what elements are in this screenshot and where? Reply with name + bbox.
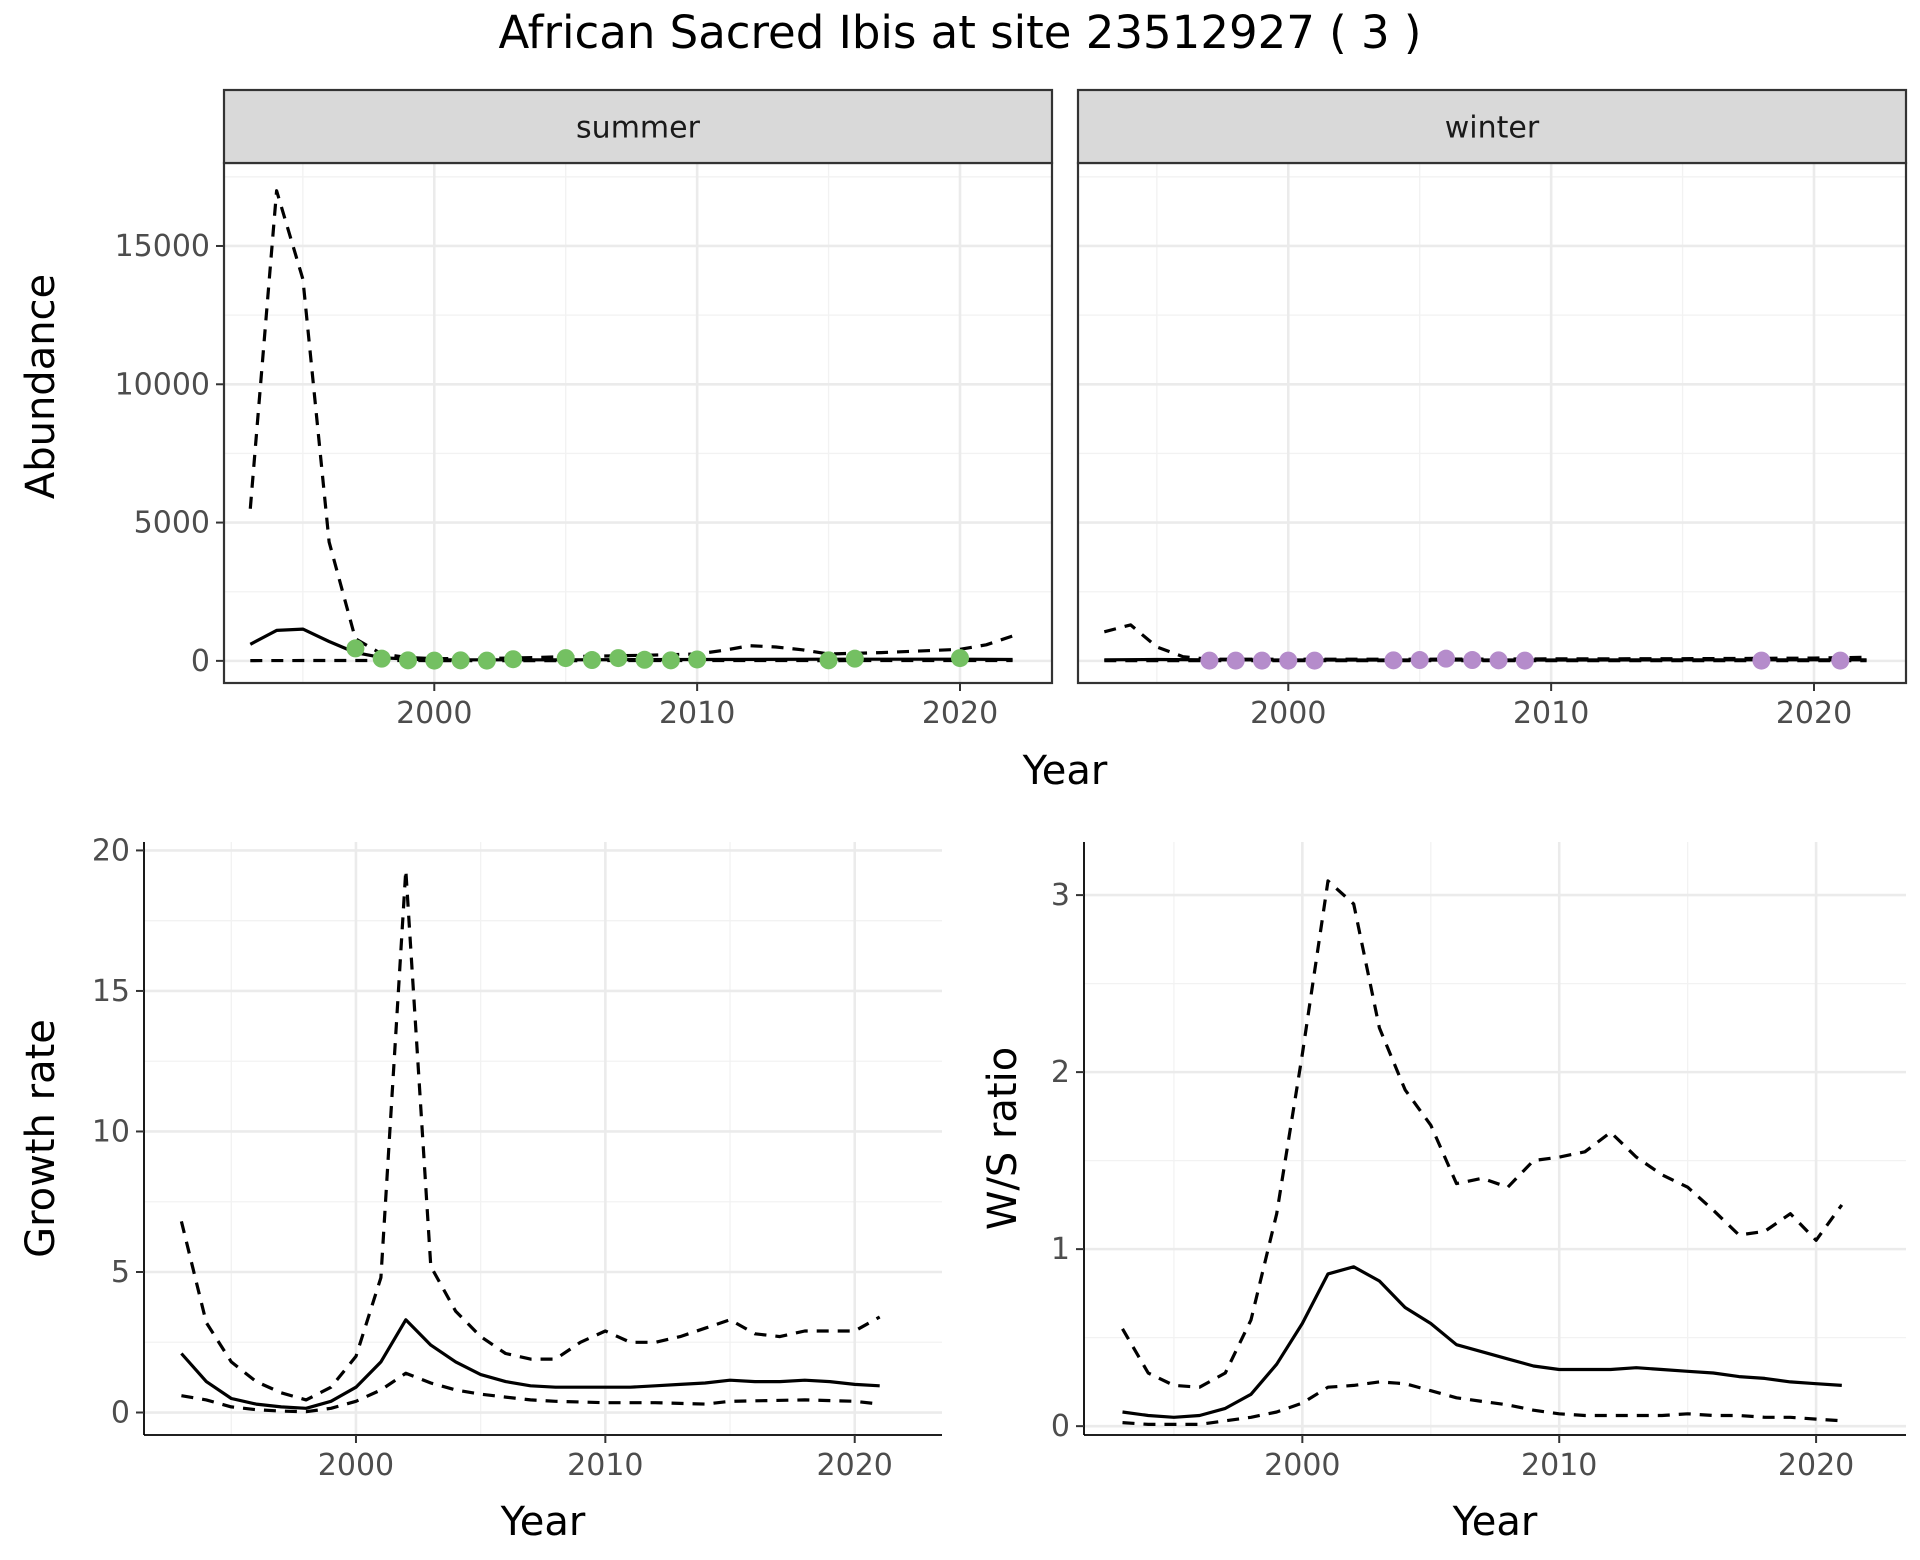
y-tick-label: 0 [191, 644, 210, 679]
x-tick-label: 2020 [1776, 696, 1852, 731]
x-tick-label: 2010 [1513, 696, 1589, 731]
data-point [1437, 649, 1455, 668]
x-tick-label: 2000 [1264, 1448, 1340, 1483]
y-tick-label: 1 [1051, 1232, 1070, 1267]
data-point [477, 651, 496, 670]
plot-background [224, 163, 1052, 683]
series-line-dashed-lower [1122, 1380, 1842, 1426]
x-tick-label: 2000 [318, 1448, 394, 1483]
data-point [346, 639, 365, 658]
series-line-dashed-lower [181, 1371, 880, 1414]
y-axis-label: Abundance [18, 274, 64, 499]
facet-strip-label: summer [576, 111, 701, 146]
data-point [1410, 651, 1429, 670]
panel-summer-abundance: summer 2000 2010 2020 0 5000 10000 15000 Abundan… [18, 88, 1108, 794]
panel-ws-ratio: 2000 2010 2020 0 1 2 3 W/S ratio Year [980, 842, 1906, 1545]
series-line-dashed-upper [1121, 879, 1844, 1389]
data-point [1200, 651, 1219, 670]
x-tick-label: 2010 [1521, 1448, 1597, 1483]
data-point [1384, 651, 1403, 670]
data-point [635, 650, 654, 669]
y-tick-label: 10 [92, 1114, 130, 1149]
facet-strip [1076, 88, 1908, 165]
y-tick-label: 5 [111, 1255, 130, 1290]
data-point [1253, 651, 1271, 670]
series-line-solid [1122, 1265, 1842, 1419]
x-tick-label: 2000 [396, 696, 472, 731]
data-point [372, 649, 391, 668]
x-tick-label: 2020 [817, 1448, 893, 1483]
panel-growth-rate: 2000 2010 2020 0 5 10 15 20 Growth rate Year [18, 833, 942, 1545]
data-point [1226, 651, 1245, 670]
chart-title: African Sacred Ibis at site 23512927 ( 3… [498, 6, 1421, 59]
y-tick-label: 20 [92, 833, 130, 868]
x-tick-label: 2000 [1250, 696, 1326, 731]
data-point [951, 649, 969, 668]
data-point [1831, 651, 1850, 670]
data-point [688, 650, 707, 669]
series-line-dashed-upper [248, 189, 1014, 661]
plot-background [1078, 163, 1906, 683]
data-point [819, 651, 838, 670]
data-point [1463, 651, 1482, 670]
x-tick-label: 2020 [1778, 1448, 1854, 1483]
data-point [845, 649, 864, 668]
y-tick-label: 15 [92, 974, 130, 1009]
y-tick-label: 10000 [115, 367, 210, 402]
plot-background [144, 842, 942, 1435]
y-axis-label: Growth rate [18, 1019, 64, 1258]
data-point [504, 650, 523, 669]
y-axis-label: W/S ratio [980, 1047, 1026, 1230]
data-point [1305, 651, 1324, 670]
series-line-dashed-upper [179, 868, 881, 1402]
data-point [451, 651, 470, 670]
data-point [1489, 651, 1508, 670]
y-tick-label: 2 [1051, 1055, 1070, 1090]
y-tick-label: 0 [1051, 1409, 1070, 1444]
y-tick-label: 15000 [115, 229, 210, 264]
data-point [399, 651, 417, 670]
x-tick-label: 2020 [922, 696, 998, 731]
data-point [1515, 651, 1534, 670]
y-tick-label: 3 [1051, 878, 1070, 913]
data-point [556, 649, 575, 668]
data-point [609, 649, 628, 668]
facet-strip [222, 88, 1054, 165]
data-point [583, 651, 601, 670]
x-tick-label: 2010 [659, 696, 735, 731]
panel-winter-abundance: winter 2000 2010 2020 [1076, 88, 1908, 731]
data-point [1752, 651, 1771, 670]
data-point [1279, 651, 1298, 670]
x-axis-label: Year [1022, 748, 1108, 794]
x-axis-label: Year [1452, 1499, 1538, 1545]
facet-strip-label: winter [1445, 111, 1540, 146]
data-point [661, 651, 680, 670]
y-tick-label: 5000 [134, 506, 210, 541]
y-tick-label: 0 [111, 1396, 130, 1431]
plot-background [1084, 842, 1906, 1435]
series-line-solid [180, 1318, 880, 1410]
data-point [425, 651, 444, 670]
x-tick-label: 2010 [567, 1448, 643, 1483]
x-axis-label: Year [500, 1499, 586, 1545]
